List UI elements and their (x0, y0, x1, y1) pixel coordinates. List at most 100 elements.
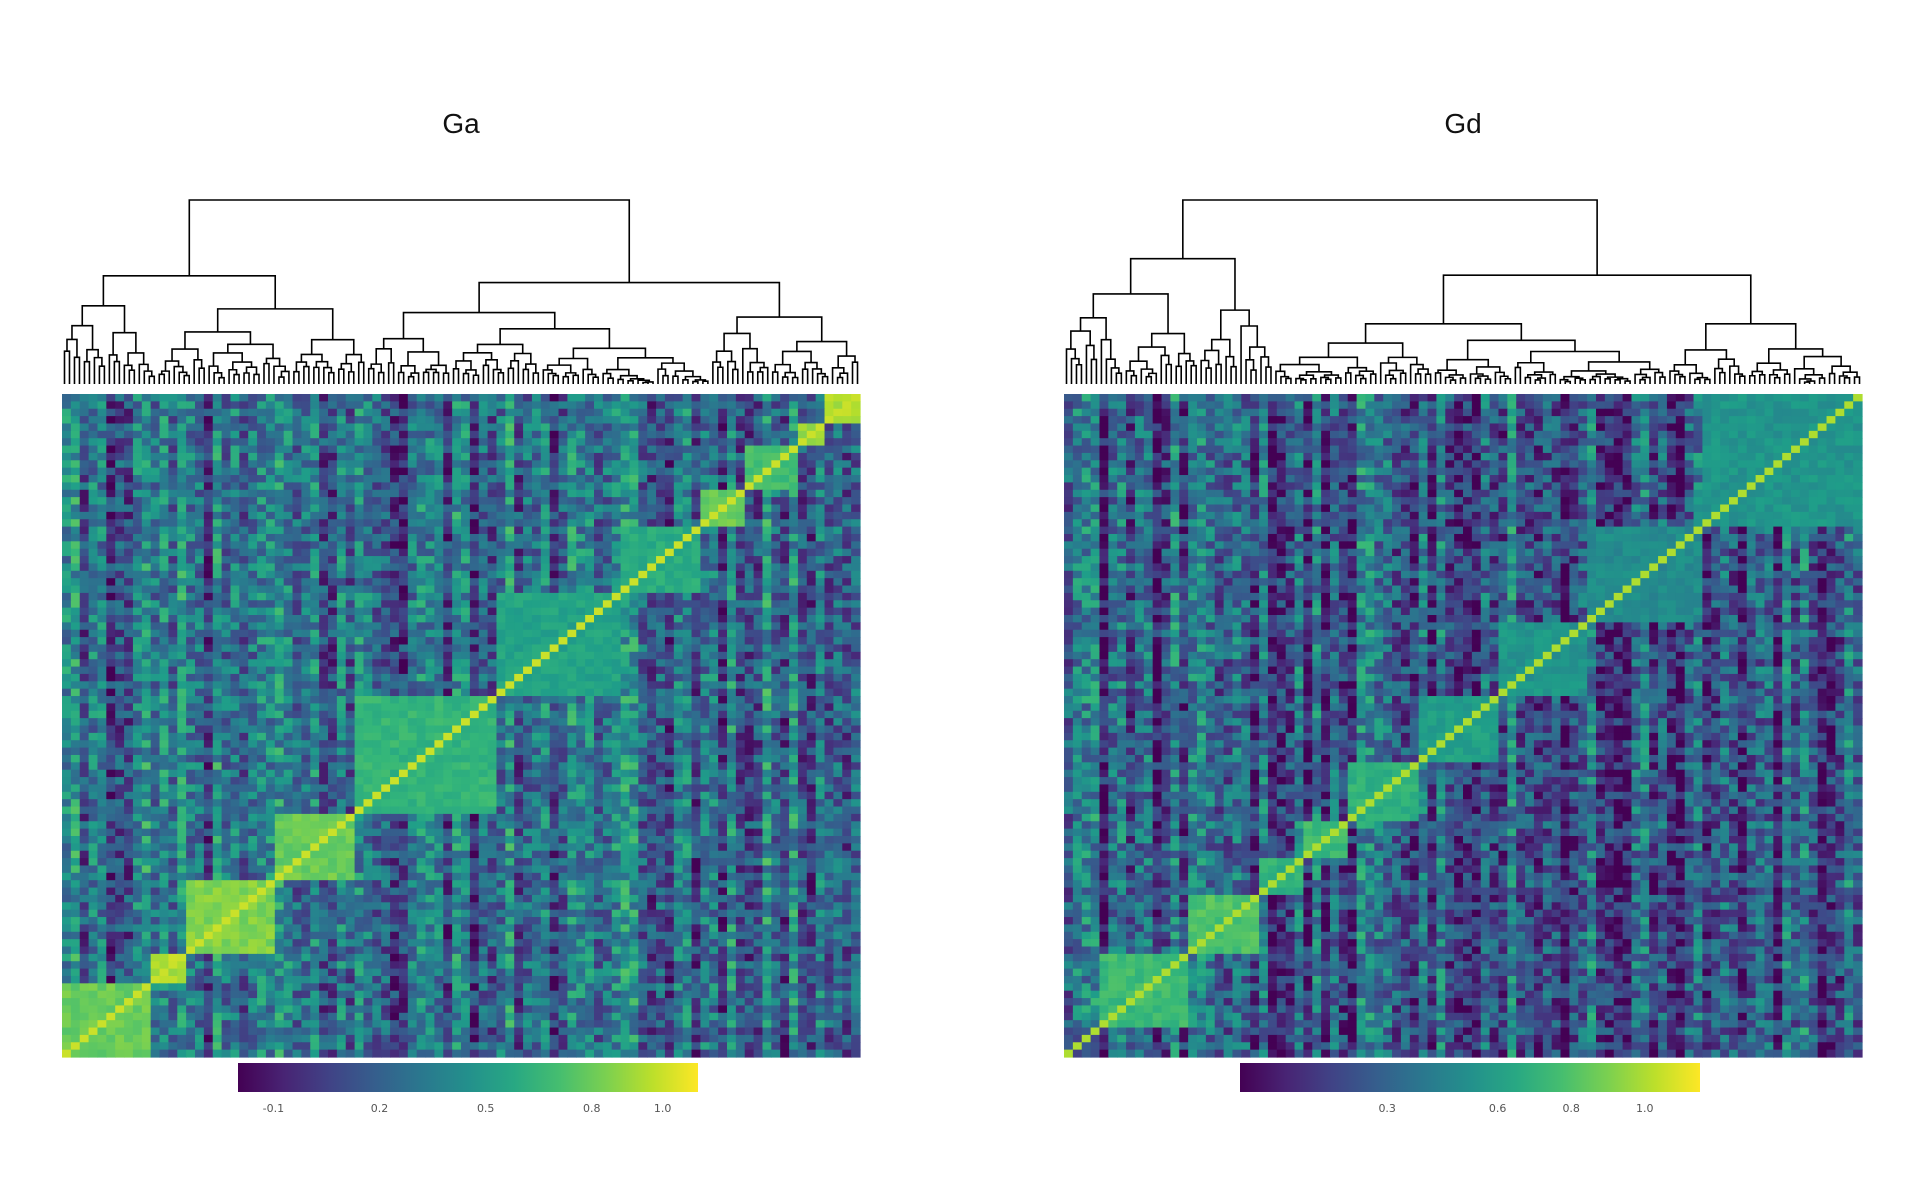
heatmap-cell (629, 747, 639, 756)
heatmap-cell (239, 585, 249, 594)
heatmap-cell (425, 615, 435, 623)
heatmap-cell (115, 681, 125, 690)
heatmap-cell (310, 629, 320, 638)
heatmap-cell (354, 644, 365, 653)
heatmap-cell (833, 408, 843, 417)
heatmap-cell (806, 452, 817, 461)
heatmap-cell (97, 762, 107, 771)
heatmap-cell (97, 696, 107, 704)
heatmap-cell (842, 740, 852, 749)
heatmap-cell (452, 622, 462, 631)
heatmap-cell (611, 725, 622, 734)
heatmap-cell (602, 394, 613, 402)
heatmap-cell (833, 718, 843, 727)
heatmap-cell (700, 452, 710, 461)
heatmap-cell (735, 570, 746, 579)
heatmap-cell (842, 718, 852, 727)
heatmap-cell (452, 585, 462, 594)
heatmap-cell (709, 452, 719, 461)
heatmap-cell (372, 607, 382, 616)
heatmap-cell (806, 475, 817, 483)
heatmap-cell (336, 629, 347, 638)
heatmap-cell (274, 615, 285, 623)
heatmap-cell (709, 541, 719, 550)
heatmap-cell (230, 416, 240, 425)
heatmap-cell (540, 519, 551, 528)
heatmap-cell (691, 681, 701, 690)
heatmap-cell (336, 445, 347, 454)
heatmap-cell (168, 430, 178, 439)
heatmap-cell (709, 615, 719, 623)
heatmap-cell (487, 688, 498, 697)
heatmap-cell (212, 423, 223, 432)
heatmap-cell (301, 732, 311, 741)
heatmap-cell (434, 504, 444, 513)
heatmap-cell (452, 519, 462, 528)
heatmap-cell (664, 651, 675, 660)
heatmap-cell (647, 408, 657, 417)
heatmap-cell (664, 703, 675, 712)
heatmap-cell (620, 497, 631, 506)
dendrogram-branch (198, 367, 205, 384)
heatmap-cell (851, 659, 861, 668)
heatmap-cell (168, 784, 178, 793)
heatmap-cell (833, 438, 843, 447)
heatmap-cell (753, 526, 764, 535)
heatmap-cell (691, 673, 701, 682)
heatmap-cell (79, 718, 90, 727)
heatmap-cell (398, 430, 409, 439)
heatmap-cell (381, 475, 391, 483)
heatmap-cell (195, 526, 205, 535)
heatmap-cell (434, 452, 444, 461)
heatmap-cell (727, 651, 737, 660)
heatmap-cell (115, 688, 125, 697)
dendrogram-branch (831, 367, 845, 384)
heatmap-cell (461, 637, 471, 646)
heatmap-cell (567, 703, 577, 712)
heatmap-cell (106, 688, 116, 697)
heatmap-cell (274, 732, 285, 741)
heatmap-cell (398, 703, 409, 712)
heatmap-cell (611, 526, 622, 535)
heatmap-cell (425, 467, 435, 476)
heatmap-cell (523, 497, 533, 506)
heatmap-cell (292, 725, 302, 734)
heatmap-cell (496, 452, 506, 461)
dendrogram-branch (98, 365, 106, 384)
heatmap-cell (753, 548, 764, 557)
heatmap-cell (195, 416, 205, 425)
heatmap-cell (461, 600, 471, 609)
heatmap-cell (709, 526, 719, 535)
heatmap-cell (186, 460, 196, 469)
heatmap-cell (797, 416, 808, 425)
heatmap-cell (594, 585, 604, 594)
heatmap-cell (585, 497, 595, 506)
heatmap-cell (212, 475, 223, 483)
heatmap-cell (780, 732, 790, 741)
heatmap-cell (168, 777, 178, 786)
heatmap-cell (567, 688, 577, 697)
heatmap-cell (700, 394, 710, 402)
heatmap-cell (283, 754, 294, 763)
heatmap-cell (815, 732, 826, 741)
heatmap-cell (97, 430, 107, 439)
heatmap-cell (780, 592, 790, 601)
heatmap-cell (851, 696, 861, 704)
heatmap-cell (434, 497, 444, 506)
heatmap-cell (274, 659, 285, 668)
heatmap-cell (753, 556, 764, 565)
heatmap-cell (602, 430, 613, 439)
heatmap-cell (797, 732, 808, 741)
heatmap-cell (611, 754, 622, 763)
heatmap-cell (398, 615, 409, 623)
heatmap-cell (443, 416, 453, 425)
heatmap-cell (514, 666, 524, 675)
heatmap-cell (248, 475, 258, 483)
heatmap-cell (505, 740, 515, 749)
heatmap-cell (585, 607, 595, 616)
heatmap-cell (585, 511, 595, 520)
heatmap-cell (797, 430, 808, 439)
heatmap-cell (735, 769, 746, 778)
heatmap-cell (115, 570, 125, 579)
heatmap-cell (824, 578, 834, 587)
